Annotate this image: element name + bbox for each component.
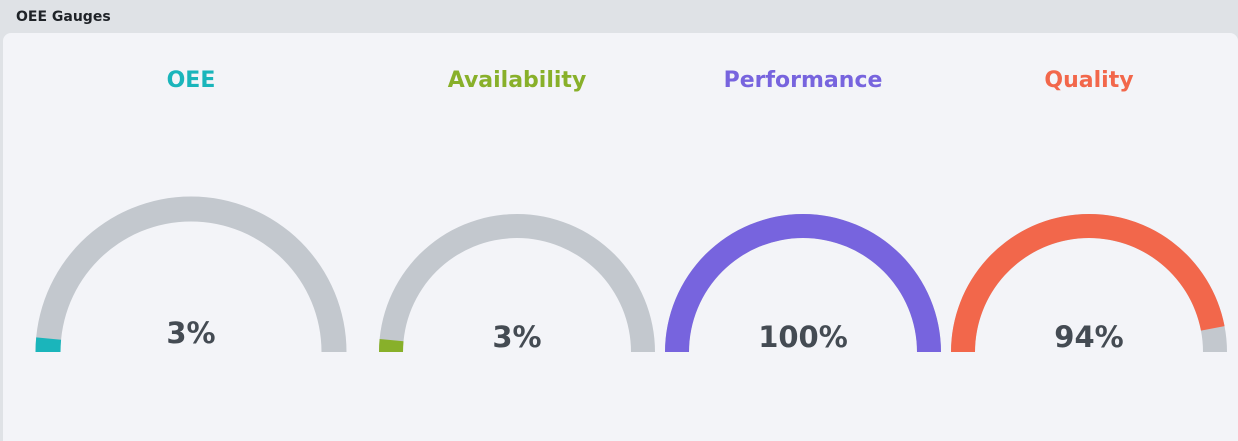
gauge-value-oee: 3% xyxy=(166,316,216,350)
gauge-fill-availability xyxy=(379,339,404,352)
gauge-fill-quality xyxy=(951,213,1225,352)
gauge-track-oee xyxy=(35,196,347,352)
gauge-fill-oee xyxy=(35,337,62,352)
gauge-track-availability xyxy=(379,214,655,352)
gauge-fill-performance xyxy=(665,214,941,352)
gauge-value-availability: 3% xyxy=(492,320,542,354)
gauge-title-performance: Performance xyxy=(723,68,883,93)
gauge-title-oee: OEE xyxy=(166,68,216,93)
gauge-title-availability: Availability xyxy=(447,68,587,93)
panel-title: OEE Gauges xyxy=(16,9,111,25)
gauge-title-quality: Quality xyxy=(1044,68,1134,93)
panel-header: OEE Gauges xyxy=(0,0,1238,34)
gauge-value-quality: 94% xyxy=(1054,320,1124,354)
gauge-value-performance: 100% xyxy=(758,320,848,354)
